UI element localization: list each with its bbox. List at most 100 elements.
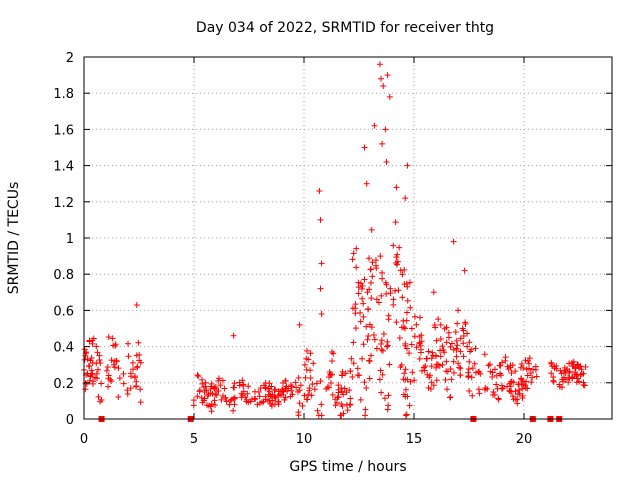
data-point: [90, 335, 97, 342]
data-point: [457, 335, 464, 342]
data-point: [115, 365, 122, 372]
data-point: [457, 372, 464, 379]
data-point: [93, 375, 100, 382]
data-point: [395, 287, 402, 294]
y-tick-label: 1: [66, 232, 74, 247]
data-point: [318, 401, 325, 408]
data-point: [96, 352, 103, 359]
data-point: [404, 283, 411, 290]
data-point: [259, 399, 266, 406]
data-point: [93, 343, 100, 350]
data-point: [84, 356, 91, 363]
data-point: [81, 346, 88, 353]
y-tick-label: 1.6: [53, 123, 74, 138]
data-point: [315, 412, 322, 419]
data-point: [533, 373, 540, 380]
data-point: [493, 372, 500, 379]
data-point: [499, 385, 506, 392]
data-point: [330, 350, 337, 357]
data-point: [94, 349, 101, 356]
data-point: [409, 369, 416, 376]
data-point: [110, 361, 117, 368]
data-point: [452, 328, 459, 335]
data-point: [299, 402, 306, 409]
data-point: [357, 309, 364, 316]
data-point: [294, 388, 301, 395]
data-point: [377, 367, 384, 374]
data-point: [378, 340, 385, 347]
data-point: [472, 345, 479, 352]
data-point: [493, 381, 500, 388]
x-tick-label: 20: [516, 432, 533, 447]
data-point: [518, 376, 525, 383]
data-point: [437, 347, 444, 354]
data-point: [475, 386, 482, 393]
data-point: [127, 385, 134, 392]
data-point: [272, 386, 279, 393]
data-point: [408, 341, 415, 348]
data-point: [135, 339, 142, 346]
data-point: [450, 358, 457, 365]
data-point: [203, 387, 210, 394]
data-point: [550, 374, 557, 381]
data-point: [399, 294, 406, 301]
data-point: [406, 279, 413, 286]
data-point: [306, 387, 313, 394]
data-point: [401, 266, 408, 273]
data-point: [87, 372, 94, 379]
data-point: [393, 319, 400, 326]
data-point: [83, 381, 90, 388]
data-point: [116, 375, 123, 382]
data-point: [120, 370, 127, 377]
data-point: [303, 355, 310, 362]
data-point: [522, 385, 529, 392]
data-point: [301, 392, 308, 399]
data-point: [363, 385, 370, 392]
data-point: [462, 320, 469, 327]
data-point: [425, 384, 432, 391]
data-point: [373, 265, 380, 272]
data-point: [523, 378, 530, 385]
y-tick-label: 0.8: [53, 268, 74, 283]
data-point: [471, 360, 478, 367]
data-point: [195, 373, 202, 380]
data-point: [375, 299, 382, 306]
data-point: [213, 391, 220, 398]
data-point: [271, 401, 278, 408]
data-point: [307, 350, 314, 357]
axis-ticks: 00.20.40.60.811.21.41.61.820 5 10 15 20: [53, 51, 612, 447]
data-point: [571, 369, 578, 376]
data-point: [393, 254, 400, 261]
data-point: [393, 184, 400, 191]
data-points: [81, 61, 589, 422]
data-point: [217, 382, 224, 389]
data-point: [88, 355, 95, 362]
data-point: [212, 402, 219, 409]
data-point: [314, 407, 321, 414]
data-point: [82, 386, 89, 393]
data-point: [293, 384, 300, 391]
data-point: [397, 267, 404, 274]
data-point: [98, 396, 105, 403]
data-point: [304, 347, 311, 354]
data-point: [455, 307, 461, 314]
data-point: [453, 353, 460, 360]
data-point: [367, 266, 374, 273]
data-point: [279, 386, 286, 393]
data-point: [439, 343, 446, 350]
data-point: [327, 371, 334, 378]
data-point: [383, 158, 390, 165]
data-point: [236, 382, 243, 389]
data-point: [307, 367, 314, 374]
data-point: [292, 379, 299, 386]
data-point: [368, 295, 375, 302]
data-point: [504, 363, 511, 370]
data-point: [469, 365, 476, 372]
data-point: [218, 396, 225, 403]
y-tick-label: 0: [66, 413, 74, 428]
data-point: [379, 371, 386, 378]
data-point: [302, 374, 309, 381]
data-point: [308, 392, 315, 399]
data-point: [257, 385, 264, 392]
data-point: [335, 386, 342, 393]
